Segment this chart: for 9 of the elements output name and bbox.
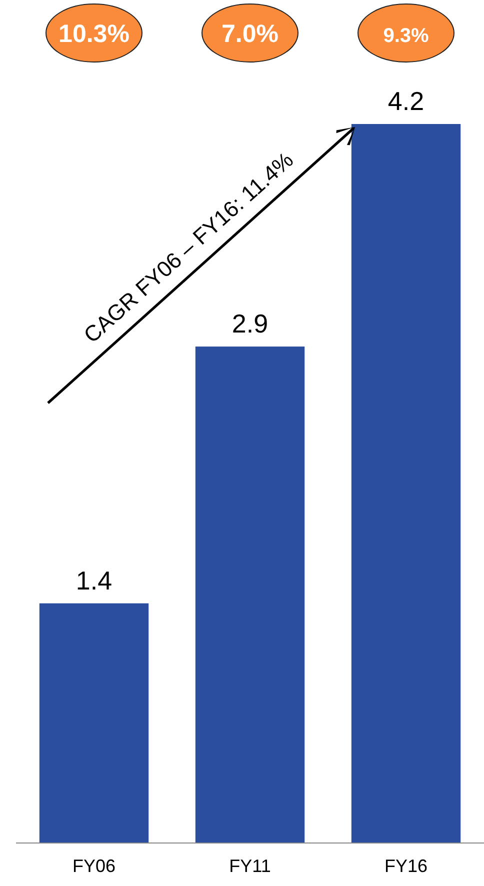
data-label: 4.2	[388, 86, 424, 116]
x-tick-label: FY06	[72, 856, 116, 876]
data-label: 1.4	[76, 565, 112, 596]
data-label: 2.9	[232, 308, 268, 339]
x-tick-label: FY11	[229, 856, 271, 876]
text: 10.3%	[58, 20, 130, 48]
text: 9.3%	[383, 25, 430, 47]
x-tick-label: FY16	[384, 856, 428, 876]
text: 7.0%	[222, 20, 278, 48]
